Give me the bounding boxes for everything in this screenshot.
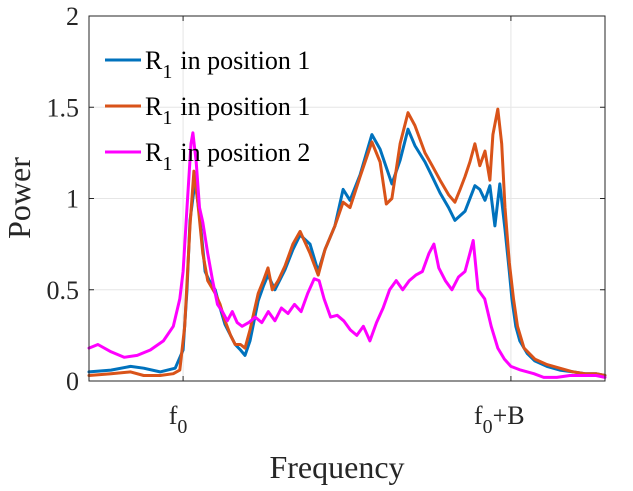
y-axis-title: Power	[1, 157, 37, 239]
x-tick-subscript: 0	[177, 416, 187, 438]
legend-rest: in position 1	[180, 46, 310, 75]
legend-base: R	[145, 92, 163, 121]
legend-label: R1 in position 2	[145, 138, 310, 175]
legend-label: R1 in position 1	[145, 46, 310, 83]
legend-item: R1 in position 1	[105, 92, 310, 129]
x-tick-label: f0	[169, 401, 188, 438]
x-tick-suffix: +B	[493, 401, 525, 430]
legend-item: R1 in position 2	[105, 138, 310, 175]
data-series	[87, 107, 607, 379]
axis-ticks	[89, 15, 605, 382]
legend-base: R	[145, 138, 163, 167]
legend-subscript: 1	[162, 107, 172, 129]
legend-rest: in position 2	[180, 138, 310, 167]
y-tick-label: 2	[66, 2, 79, 31]
y-tick-labels: 0 0.5 1 1.5 2	[47, 2, 80, 396]
x-tick-label: f0+B	[474, 401, 525, 438]
x-axis-title: Frequency	[269, 449, 404, 485]
x-tick-subscript: 0	[483, 416, 493, 438]
y-tick-label: 0	[66, 367, 79, 396]
series-line-2	[87, 107, 607, 377]
legend-item: R1 in position 1	[105, 46, 310, 83]
y-tick-label: 1	[66, 185, 79, 214]
x-tick-base: f	[169, 401, 178, 430]
legend-subscript: 1	[162, 153, 172, 175]
legend-subscript: 1	[162, 61, 172, 83]
y-tick-label: 0.5	[47, 276, 80, 305]
legend-label: R1 in position 1	[145, 92, 310, 129]
x-tick-base: f	[474, 401, 483, 430]
series-line-3	[87, 131, 607, 379]
x-tick-labels: f0 f0+B	[169, 401, 525, 438]
legend-rest: in position 1	[180, 92, 310, 121]
y-tick-label: 1.5	[47, 93, 80, 122]
legend: R1 in position 1R1 in position 1R1 in posit…	[105, 46, 310, 175]
legend-base: R	[145, 46, 163, 75]
